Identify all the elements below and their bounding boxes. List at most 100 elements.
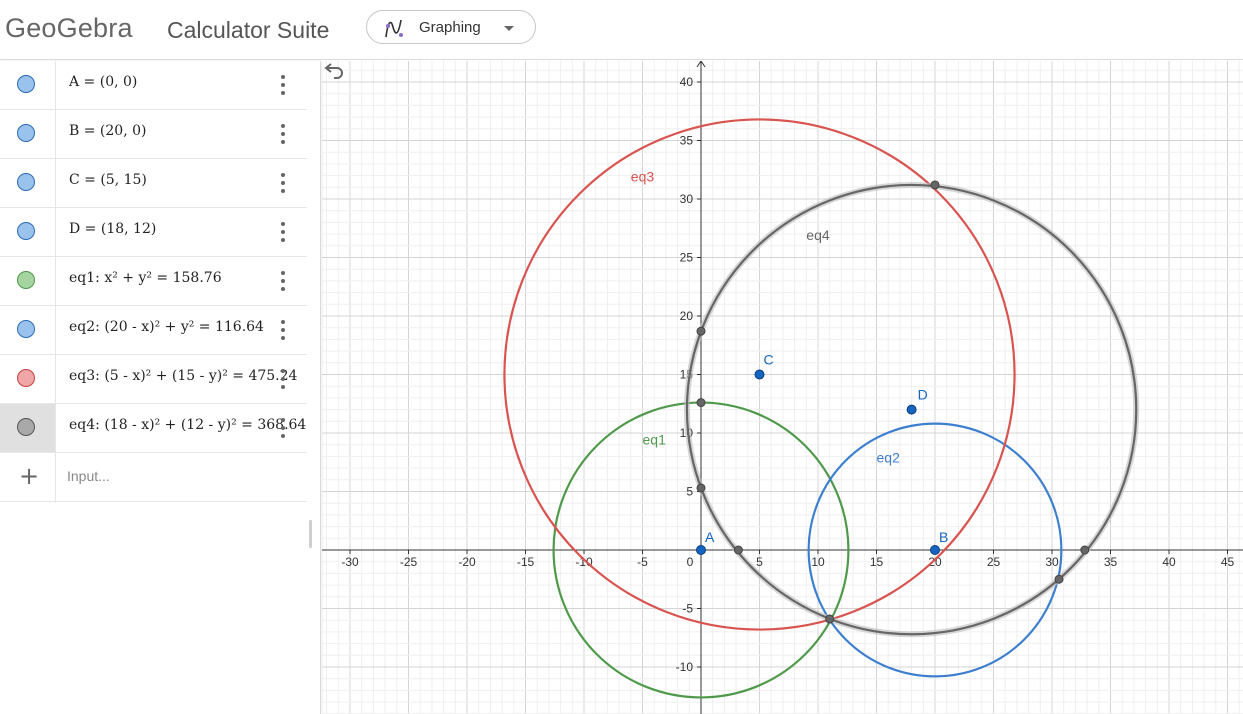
algebra-definition[interactable]: eq3: (5 - x)² + (15 - y)² = 475.24 <box>69 368 298 384</box>
panel-resize-handle[interactable] <box>309 520 312 548</box>
y-tick-label: 35 <box>680 134 694 148</box>
intersection-point <box>1080 545 1090 555</box>
point-A <box>696 545 706 555</box>
circle-label-eq1: eq1 <box>643 432 667 448</box>
kebab-icon[interactable] <box>274 171 290 195</box>
algebra-definition[interactable]: A = (0, 0) <box>69 74 138 90</box>
y-tick-label: 30 <box>680 192 694 206</box>
plus-icon[interactable]: + <box>19 462 40 490</box>
kebab-icon[interactable] <box>274 416 290 440</box>
point-B <box>930 545 940 555</box>
circle-eq3 <box>503 118 1016 631</box>
x-tick-label: 15 <box>870 555 884 569</box>
add-item-cell[interactable]: + <box>0 453 56 501</box>
point-label-B: B <box>939 529 948 545</box>
kebab-icon[interactable] <box>274 318 290 342</box>
x-tick-label: -10 <box>575 555 593 569</box>
algebra-definition[interactable]: eq4: (18 - x)² + (12 - y)² = 368.64 <box>69 417 307 433</box>
graphics-canvas[interactable]: -30 -25 -20 -15 -10 -5 0 5 10 15 20 25 30 35 40 45 -10 -5… <box>322 61 1243 714</box>
circle-eq4 <box>685 183 1138 636</box>
marble-cell[interactable] <box>0 306 56 354</box>
suite-title: Calculator Suite <box>167 17 330 43</box>
circle-label-eq3: eq3 <box>631 168 655 184</box>
intersection-point <box>930 180 940 190</box>
algebra-row-eq4[interactable]: eq4: (18 - x)² + (12 - y)² = 368.64 <box>0 404 307 453</box>
x-tick-label: -5 <box>637 555 648 569</box>
visibility-toggle-icon[interactable] <box>17 222 35 240</box>
algebra-row-eq2[interactable]: eq2: (20 - x)² + y² = 116.64 <box>0 306 307 355</box>
algebra-definition[interactable]: eq2: (20 - x)² + y² = 116.64 <box>69 319 264 335</box>
marble-cell[interactable] <box>0 159 56 207</box>
circle-label-eq4: eq4 <box>806 227 830 243</box>
algebra-row-D[interactable]: D = (18, 12) <box>0 208 307 257</box>
x-tick-label: 0 <box>687 555 694 569</box>
kebab-icon[interactable] <box>274 122 290 146</box>
x-tick-label: -25 <box>400 555 418 569</box>
undo-icon[interactable] <box>322 61 346 81</box>
point-label-A: A <box>705 529 715 545</box>
y-tick-label: -5 <box>682 602 693 616</box>
x-tick-label: 10 <box>811 555 825 569</box>
x-tick-label: -20 <box>458 555 476 569</box>
intersection-point <box>733 545 743 555</box>
algebra-definition[interactable]: C = (5, 15) <box>69 172 147 188</box>
visibility-toggle-icon[interactable] <box>17 418 35 436</box>
x-tick-label: 20 <box>928 555 942 569</box>
algebra-definition[interactable]: eq1: x² + y² = 158.76 <box>69 270 222 286</box>
circle-eq2 <box>807 422 1063 678</box>
marble-cell[interactable] <box>0 208 56 256</box>
visibility-toggle-icon[interactable] <box>17 124 35 142</box>
x-tick-label: -30 <box>341 555 359 569</box>
marble-cell[interactable] <box>0 257 56 305</box>
visibility-toggle-icon[interactable] <box>17 320 35 338</box>
visibility-toggle-icon[interactable] <box>17 173 35 191</box>
visibility-toggle-icon[interactable] <box>17 369 35 387</box>
app-picker-dropdown[interactable]: Graphing <box>366 10 536 44</box>
algebra-definition[interactable]: D = (18, 12) <box>69 221 157 237</box>
x-tick-label: 30 <box>1045 555 1059 569</box>
y-tick-label: -10 <box>676 660 694 674</box>
intersection-point <box>696 483 706 493</box>
circle-label-eq2: eq2 <box>877 449 901 465</box>
intersection-point <box>1054 574 1064 584</box>
intersection-point <box>825 614 835 624</box>
y-tick-label: 5 <box>686 485 693 499</box>
algebra-row-C[interactable]: C = (5, 15) <box>0 159 307 208</box>
kebab-icon[interactable] <box>274 269 290 293</box>
graphics-view[interactable]: -30 -25 -20 -15 -10 -5 0 5 10 15 20 25 30 35 40 45 -10 -5… <box>322 61 1243 714</box>
marble-cell[interactable] <box>0 61 56 109</box>
visibility-toggle-icon[interactable] <box>17 271 35 289</box>
algebra-row-A[interactable]: A = (0, 0) <box>0 61 307 110</box>
algebra-input[interactable] <box>67 468 287 484</box>
x-tick-label: 5 <box>756 555 763 569</box>
kebab-icon[interactable] <box>274 367 290 391</box>
algebra-row-eq1[interactable]: eq1: x² + y² = 158.76 <box>0 257 307 306</box>
kebab-icon[interactable] <box>274 220 290 244</box>
logo-text: GeoGebra <box>5 13 133 43</box>
y-axis-arrow <box>696 61 706 68</box>
y-tick-label: 40 <box>680 75 694 89</box>
kebab-icon[interactable] <box>274 73 290 97</box>
marble-cell[interactable] <box>0 404 56 452</box>
app-header: GeoGebra Calculator Suite Graphing <box>0 0 1243 60</box>
y-tick-label: 20 <box>680 309 694 323</box>
marble-cell[interactable] <box>0 110 56 158</box>
chevron-down-icon <box>504 26 514 31</box>
x-tick-label: 25 <box>987 555 1001 569</box>
algebra-definition[interactable]: B = (20, 0) <box>69 123 147 139</box>
algebra-row-B[interactable]: B = (20, 0) <box>0 110 307 159</box>
x-tick-label: 40 <box>1162 555 1176 569</box>
y-tick-label: 25 <box>680 251 694 265</box>
x-tick-label: -15 <box>517 555 535 569</box>
marble-cell[interactable] <box>0 355 56 403</box>
x-tick-label: 35 <box>1104 555 1118 569</box>
algebra-input-row[interactable]: + <box>0 453 307 502</box>
x-tick-label: 45 <box>1221 555 1235 569</box>
algebra-row-eq3[interactable]: eq3: (5 - x)² + (15 - y)² = 475.24 <box>0 355 307 404</box>
graphing-icon <box>385 19 403 38</box>
point-C <box>754 369 765 380</box>
point-D <box>906 404 917 415</box>
intersection-point <box>696 326 706 336</box>
visibility-toggle-icon[interactable] <box>17 75 35 93</box>
geogebra-logo: GeoGebra <box>5 12 133 44</box>
